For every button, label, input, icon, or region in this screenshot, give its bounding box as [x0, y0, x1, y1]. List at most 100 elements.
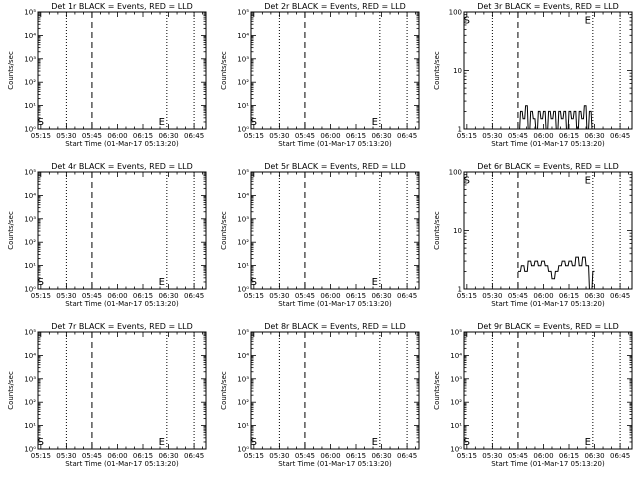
chart-title: Det 2r BLACK = Events, RED = LLD: [264, 2, 406, 11]
start-marker: S: [464, 437, 470, 448]
y-tick-label: 10³: [237, 55, 249, 63]
end-marker: E: [159, 117, 165, 128]
end-marker: E: [372, 117, 378, 128]
x-tick-label: 06:30: [158, 292, 178, 300]
x-tick-label: 05:30: [482, 132, 502, 140]
y-tick-label: 10²: [450, 399, 462, 407]
y-axis-label: Counts/sec: [220, 371, 228, 410]
y-tick-label: 10⁵: [24, 169, 36, 177]
end-marker: E: [585, 175, 591, 186]
x-axis-label: Start Time (01-Mar-17 05:13:20): [65, 460, 179, 468]
y-tick-label: 100: [449, 9, 462, 17]
x-tick-label: 06:00: [533, 452, 553, 460]
x-axis-label: Start Time (01-Mar-17 05:13:20): [278, 140, 392, 148]
chart-panel: Det 7r BLACK = Events, RED = LLD 10⁰ 10¹ 10…: [7, 322, 207, 468]
chart-panel: Det 9r BLACK = Events, RED = LLD 10⁰ 10¹ 10…: [433, 322, 633, 468]
plot-frame: [37, 331, 207, 450]
x-tick-label: 05:30: [56, 452, 76, 460]
start-marker: S: [464, 15, 470, 26]
y-tick-label: 10³: [24, 215, 36, 223]
chart-panel: Det 3r BLACK = Events, RED = LLD 1 10 100 Co…: [433, 2, 633, 148]
start-marker: S: [464, 175, 470, 186]
y-tick-label: 10⁴: [450, 352, 462, 360]
x-axis-label: Start Time (01-Mar-17 05:13:20): [491, 140, 605, 148]
x-tick-label: 05:15: [457, 132, 477, 140]
chart-panel: Det 8r BLACK = Events, RED = LLD 10⁰ 10¹ 10…: [220, 322, 420, 468]
x-tick-label: 05:45: [82, 132, 102, 140]
plot-frame: [463, 171, 633, 290]
x-tick-label: 06:00: [107, 132, 127, 140]
x-tick-label: 05:30: [269, 132, 289, 140]
y-axis-label: Counts/sec: [433, 371, 441, 410]
x-axis-label: Start Time (01-Mar-17 05:13:20): [278, 300, 392, 308]
y-tick-label: 10⁴: [237, 192, 249, 200]
x-tick-label: 06:30: [371, 132, 391, 140]
y-tick-label: 10³: [450, 375, 462, 383]
x-tick-label: 06:30: [584, 132, 604, 140]
y-tick-label: 10²: [237, 79, 249, 87]
plot-frame: [250, 331, 420, 450]
x-tick-label: 06:00: [320, 132, 340, 140]
x-tick-label: 06:15: [133, 292, 153, 300]
y-tick-label: 10¹: [24, 262, 36, 270]
events-series-line: [517, 256, 595, 290]
y-tick-label: 10³: [237, 375, 249, 383]
x-tick-label: 06:45: [184, 452, 204, 460]
chart-title: Det 5r BLACK = Events, RED = LLD: [264, 162, 406, 171]
end-marker: E: [159, 277, 165, 288]
x-tick-label: 05:15: [31, 452, 51, 460]
y-tick-label: 10: [453, 227, 462, 235]
x-tick-label: 05:15: [244, 132, 264, 140]
y-tick-label: 1: [458, 126, 462, 134]
x-tick-label: 05:45: [82, 452, 102, 460]
plot-frame: [250, 171, 420, 290]
chart-panel: Det 6r BLACK = Events, RED = LLD 1 10 100 Co…: [433, 162, 633, 308]
x-tick-label: 05:15: [457, 292, 477, 300]
x-tick-label: 05:30: [269, 452, 289, 460]
y-tick-label: 10⁴: [237, 32, 249, 40]
x-tick-label: 05:30: [482, 292, 502, 300]
y-axis-label: Counts/sec: [220, 211, 228, 250]
end-marker: E: [159, 437, 165, 448]
x-tick-label: 06:00: [533, 132, 553, 140]
x-tick-label: 06:45: [397, 292, 417, 300]
y-tick-label: 10⁴: [24, 192, 36, 200]
end-marker: E: [372, 277, 378, 288]
y-tick-label: 10⁴: [237, 352, 249, 360]
x-tick-label: 05:15: [244, 292, 264, 300]
y-tick-label: 10: [453, 67, 462, 75]
y-tick-label: 10⁰: [237, 446, 249, 454]
y-tick-label: 10²: [24, 239, 36, 247]
events-series-line: [517, 105, 593, 130]
x-tick-label: 05:30: [269, 292, 289, 300]
x-tick-label: 05:45: [295, 452, 315, 460]
chart-panel: Det 1r BLACK = Events, RED = LLD 10⁰ 10¹ 10…: [7, 2, 207, 148]
plot-frame: [463, 11, 633, 130]
start-marker: S: [251, 437, 257, 448]
y-tick-label: 10¹: [450, 422, 462, 430]
x-tick-label: 06:30: [584, 292, 604, 300]
start-marker: S: [251, 277, 257, 288]
x-tick-label: 06:30: [371, 292, 391, 300]
x-tick-label: 06:15: [559, 292, 579, 300]
plot-frame: [37, 171, 207, 290]
x-tick-label: 06:45: [397, 452, 417, 460]
chart-title: Det 7r BLACK = Events, RED = LLD: [51, 322, 193, 331]
x-tick-label: 06:30: [371, 452, 391, 460]
y-tick-label: 10²: [24, 399, 36, 407]
x-tick-label: 06:45: [610, 452, 630, 460]
x-tick-label: 05:15: [244, 452, 264, 460]
plot-frame: [463, 331, 633, 450]
x-tick-label: 05:45: [295, 292, 315, 300]
y-tick-label: 10³: [24, 375, 36, 383]
x-axis-label: Start Time (01-Mar-17 05:13:20): [65, 140, 179, 148]
end-marker: E: [585, 437, 591, 448]
y-tick-label: 10¹: [24, 422, 36, 430]
y-tick-label: 10⁰: [450, 446, 462, 454]
x-tick-label: 05:45: [295, 132, 315, 140]
x-tick-label: 06:45: [610, 292, 630, 300]
end-marker: E: [372, 437, 378, 448]
x-tick-label: 05:45: [508, 292, 528, 300]
x-tick-label: 06:00: [107, 452, 127, 460]
